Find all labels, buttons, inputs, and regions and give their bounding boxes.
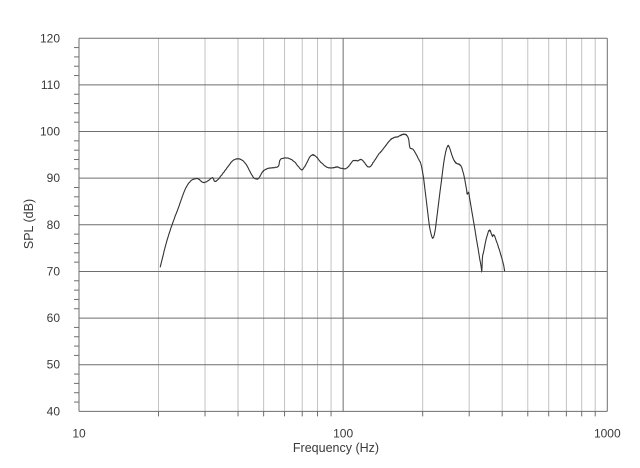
svg-text:90: 90 [47,171,61,185]
svg-text:80: 80 [47,218,61,232]
svg-text:SPL (dB): SPL (dB) [22,199,36,249]
svg-text:Frequency (Hz): Frequency (Hz) [293,441,379,455]
svg-text:40: 40 [47,404,61,418]
svg-text:50: 50 [47,358,61,372]
svg-text:60: 60 [47,311,61,325]
svg-text:110: 110 [41,78,60,92]
svg-text:10: 10 [72,426,86,440]
svg-text:100: 100 [40,125,60,139]
svg-text:1000: 1000 [594,426,621,440]
svg-text:100: 100 [333,426,353,440]
svg-text:70: 70 [47,264,61,278]
svg-text:120: 120 [40,31,60,45]
